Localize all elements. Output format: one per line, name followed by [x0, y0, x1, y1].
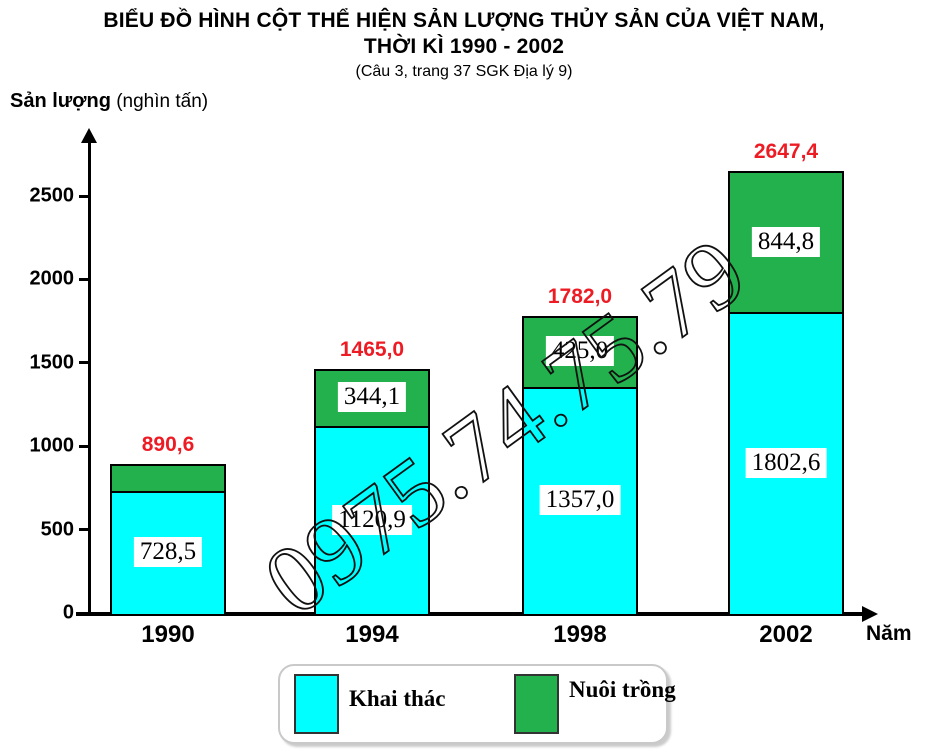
legend-label: Khai thác: [349, 686, 446, 711]
chart-title-line1: BIỂU ĐỒ HÌNH CỘT THỂ HIỆN SẢN LƯỢNG THỦY…: [103, 9, 825, 32]
segment-value-label: 728,5: [133, 537, 203, 568]
tick-label: 500: [40, 518, 74, 541]
tick-mark: [79, 277, 89, 281]
tick-label: 1500: [29, 351, 75, 374]
tick-label: 2000: [29, 267, 75, 290]
total-value-label: 2647,4: [753, 140, 819, 164]
y-axis-arrow-icon: [81, 128, 97, 143]
total-value-label: 890,6: [141, 433, 195, 457]
x-axis-arrow-icon: [862, 606, 878, 622]
legend-swatch-icon: [514, 674, 559, 734]
tick-mark: [79, 528, 89, 532]
tick-mark: [79, 444, 89, 448]
total-value-label: 1782,0: [547, 284, 613, 308]
segment-value-label: 425,0: [545, 336, 615, 367]
tick-label: 0: [62, 601, 74, 624]
tick-mark: [79, 194, 89, 198]
legend-box: Khai thác Nuôi trồng: [278, 664, 676, 744]
segment-value-label: 1120,9: [332, 504, 412, 535]
year-label: 1990: [141, 621, 195, 648]
chart-subtitle: (Câu 3, trang 37 SGK Địa lý 9): [355, 63, 573, 80]
legend-label: Nuôi trồng: [569, 677, 676, 702]
year-label: 1994: [345, 621, 399, 648]
legend-swatch-icon: [294, 674, 339, 734]
segment-value-label: 1357,0: [539, 484, 621, 515]
bar-segment-khai-thac: [110, 491, 226, 616]
segment-value-label: 844,8: [751, 226, 821, 257]
legend-item: Khai thác: [294, 666, 445, 742]
x-axis-title: Năm: [866, 622, 912, 645]
year-label: 1998: [553, 621, 607, 648]
tick-label: 2500: [29, 184, 75, 207]
legend-item: Nuôi trồng: [514, 666, 676, 742]
chart-title-line2: THỜI KÌ 1990 - 2002: [363, 35, 565, 58]
y-axis-title-unit: (nghìn tấn): [116, 91, 209, 112]
y-axis-title-bold: Sản lượng: [10, 90, 111, 112]
x-axis-line: [76, 612, 864, 616]
bar-segment-nuoi-trong: [110, 464, 226, 492]
year-label: 2002: [759, 621, 813, 648]
tick-label: 1000: [29, 434, 75, 457]
tick-mark: [79, 611, 89, 615]
segment-value-label: 1802,6: [745, 447, 827, 478]
segment-value-label: 344,1: [337, 382, 407, 413]
y-axis-title: Sản lượng (nghìn tấn): [10, 90, 208, 113]
chart-header: BIỂU ĐỒ HÌNH CỘT THỂ HIỆN SẢN LƯỢNG THỦY…: [0, 8, 928, 83]
total-value-label: 1465,0: [339, 337, 405, 361]
tick-mark: [79, 361, 89, 365]
y-axis-line: [88, 141, 91, 616]
